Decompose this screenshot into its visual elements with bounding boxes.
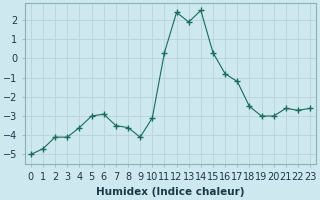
X-axis label: Humidex (Indice chaleur): Humidex (Indice chaleur) (96, 187, 245, 197)
